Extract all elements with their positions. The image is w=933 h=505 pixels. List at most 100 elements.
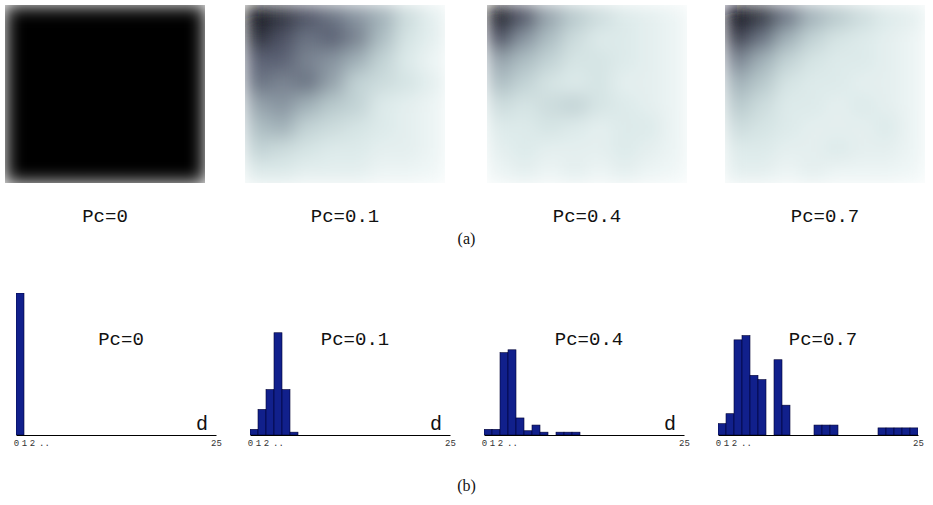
heatmap-cell (30, 27, 56, 50)
histogram-bar (870, 435, 878, 436)
heatmap-cell (420, 94, 445, 117)
histogram-bar (258, 409, 266, 435)
heatmap-cell (537, 139, 563, 162)
histogram-bar (652, 435, 660, 436)
heatmap-cell (850, 50, 876, 73)
histogram-bar (330, 435, 338, 436)
heatmap-cell (180, 50, 205, 73)
heatmap-cell (775, 94, 801, 117)
heatmap-cell (155, 161, 181, 183)
axis-line (17, 435, 217, 436)
histogram-bar (814, 425, 822, 435)
heatmap-cell (612, 72, 638, 95)
tick-label: 2 (264, 439, 269, 449)
heatmap-cell (775, 161, 801, 183)
heatmap-cell (800, 72, 826, 95)
heatmap-cell (487, 139, 513, 162)
x-tick: 0 (14, 435, 19, 449)
heatmap-cell (537, 161, 563, 183)
heatmap-cell (345, 5, 371, 28)
histogram-bar (378, 435, 386, 436)
histogram-bar (48, 435, 56, 436)
heatmap-cell (395, 161, 421, 183)
heatmap-cell (537, 5, 563, 28)
heatmap-cells (5, 5, 205, 183)
heatmap-cell (295, 5, 321, 28)
tick-label: 2 (30, 439, 35, 449)
heatmap-cell (5, 72, 31, 95)
histogram-bar (104, 435, 112, 436)
histogram-bar (80, 435, 88, 436)
heatmap-cell (130, 94, 156, 117)
heatmap-cell (662, 27, 687, 50)
histogram-bar (508, 350, 516, 435)
heatmap-cells (725, 5, 925, 183)
heatmap-cell (825, 139, 851, 162)
heatmap-cell (245, 116, 271, 139)
histogram-bar (516, 418, 524, 435)
histogram-bar (40, 435, 48, 436)
heatmap-cell (395, 116, 421, 139)
heatmap-cell (662, 94, 687, 117)
tick-label: 2 (732, 439, 737, 449)
histogram-bar (628, 435, 636, 436)
tick-label: 0 (248, 439, 253, 449)
heatmap-cell (5, 94, 31, 117)
panel-title: Pc=0.4 (553, 206, 621, 228)
histogram-bar (346, 435, 354, 436)
tick-label: 25 (913, 439, 924, 449)
heatmap-cell (562, 116, 588, 139)
heatmap-cell (345, 139, 371, 162)
heatmap-cell (825, 5, 851, 28)
histogram-bar (718, 424, 726, 435)
histogram-bar (112, 435, 120, 436)
histogram-bar (306, 435, 314, 436)
histogram-bar (314, 435, 322, 436)
heatmap-cell (850, 72, 876, 95)
histogram-bar (354, 435, 362, 436)
heatmap-cell (875, 27, 901, 50)
histogram-bar (822, 425, 830, 435)
heatmap-cell (320, 5, 346, 28)
heatmap-cell (105, 139, 131, 162)
heatmap-cell (637, 50, 663, 73)
histogram-bar (636, 435, 644, 436)
histogram-bar (136, 435, 144, 436)
heatmap-cell (180, 94, 205, 117)
heatmap-cell (512, 72, 538, 95)
heatmap-cell (750, 5, 776, 28)
histogram-bar (16, 293, 24, 435)
heatmap-cell (295, 50, 321, 73)
heatmap-cell (130, 161, 156, 183)
x-tick: 2 (732, 435, 737, 449)
histogram-bar (580, 435, 588, 436)
heatmap-cell (320, 72, 346, 95)
heatmap-cell (5, 161, 31, 183)
histogram-bar (588, 435, 596, 436)
histogram-bar (790, 435, 798, 436)
heatmap-cell (562, 27, 588, 50)
heatmap-cell (320, 161, 346, 183)
heatmap-cell (420, 27, 445, 50)
heatmap-cell (587, 5, 613, 28)
heatmap-cell (155, 27, 181, 50)
histogram-bar (596, 435, 604, 436)
heatmap-cell (750, 50, 776, 73)
panel-title: Pc=0.7 (791, 206, 859, 228)
heatmap-cell (662, 5, 687, 28)
heatmap-cell (750, 72, 776, 95)
heatmap-panel (245, 5, 446, 184)
axis-title: d (196, 413, 208, 436)
heatmap-cell (270, 50, 296, 73)
histogram-bar (556, 432, 564, 435)
histogram-bar (418, 435, 426, 436)
heatmap-cell (320, 50, 346, 73)
heatmap-cell (825, 72, 851, 95)
heatmap-cell (30, 72, 56, 95)
histogram-bar (572, 432, 580, 435)
tick-label: .. (507, 439, 518, 449)
heatmap-cell (345, 94, 371, 117)
histogram-bar (620, 435, 628, 436)
heatmap-cell (395, 5, 421, 28)
heatmap-cell (345, 72, 371, 95)
